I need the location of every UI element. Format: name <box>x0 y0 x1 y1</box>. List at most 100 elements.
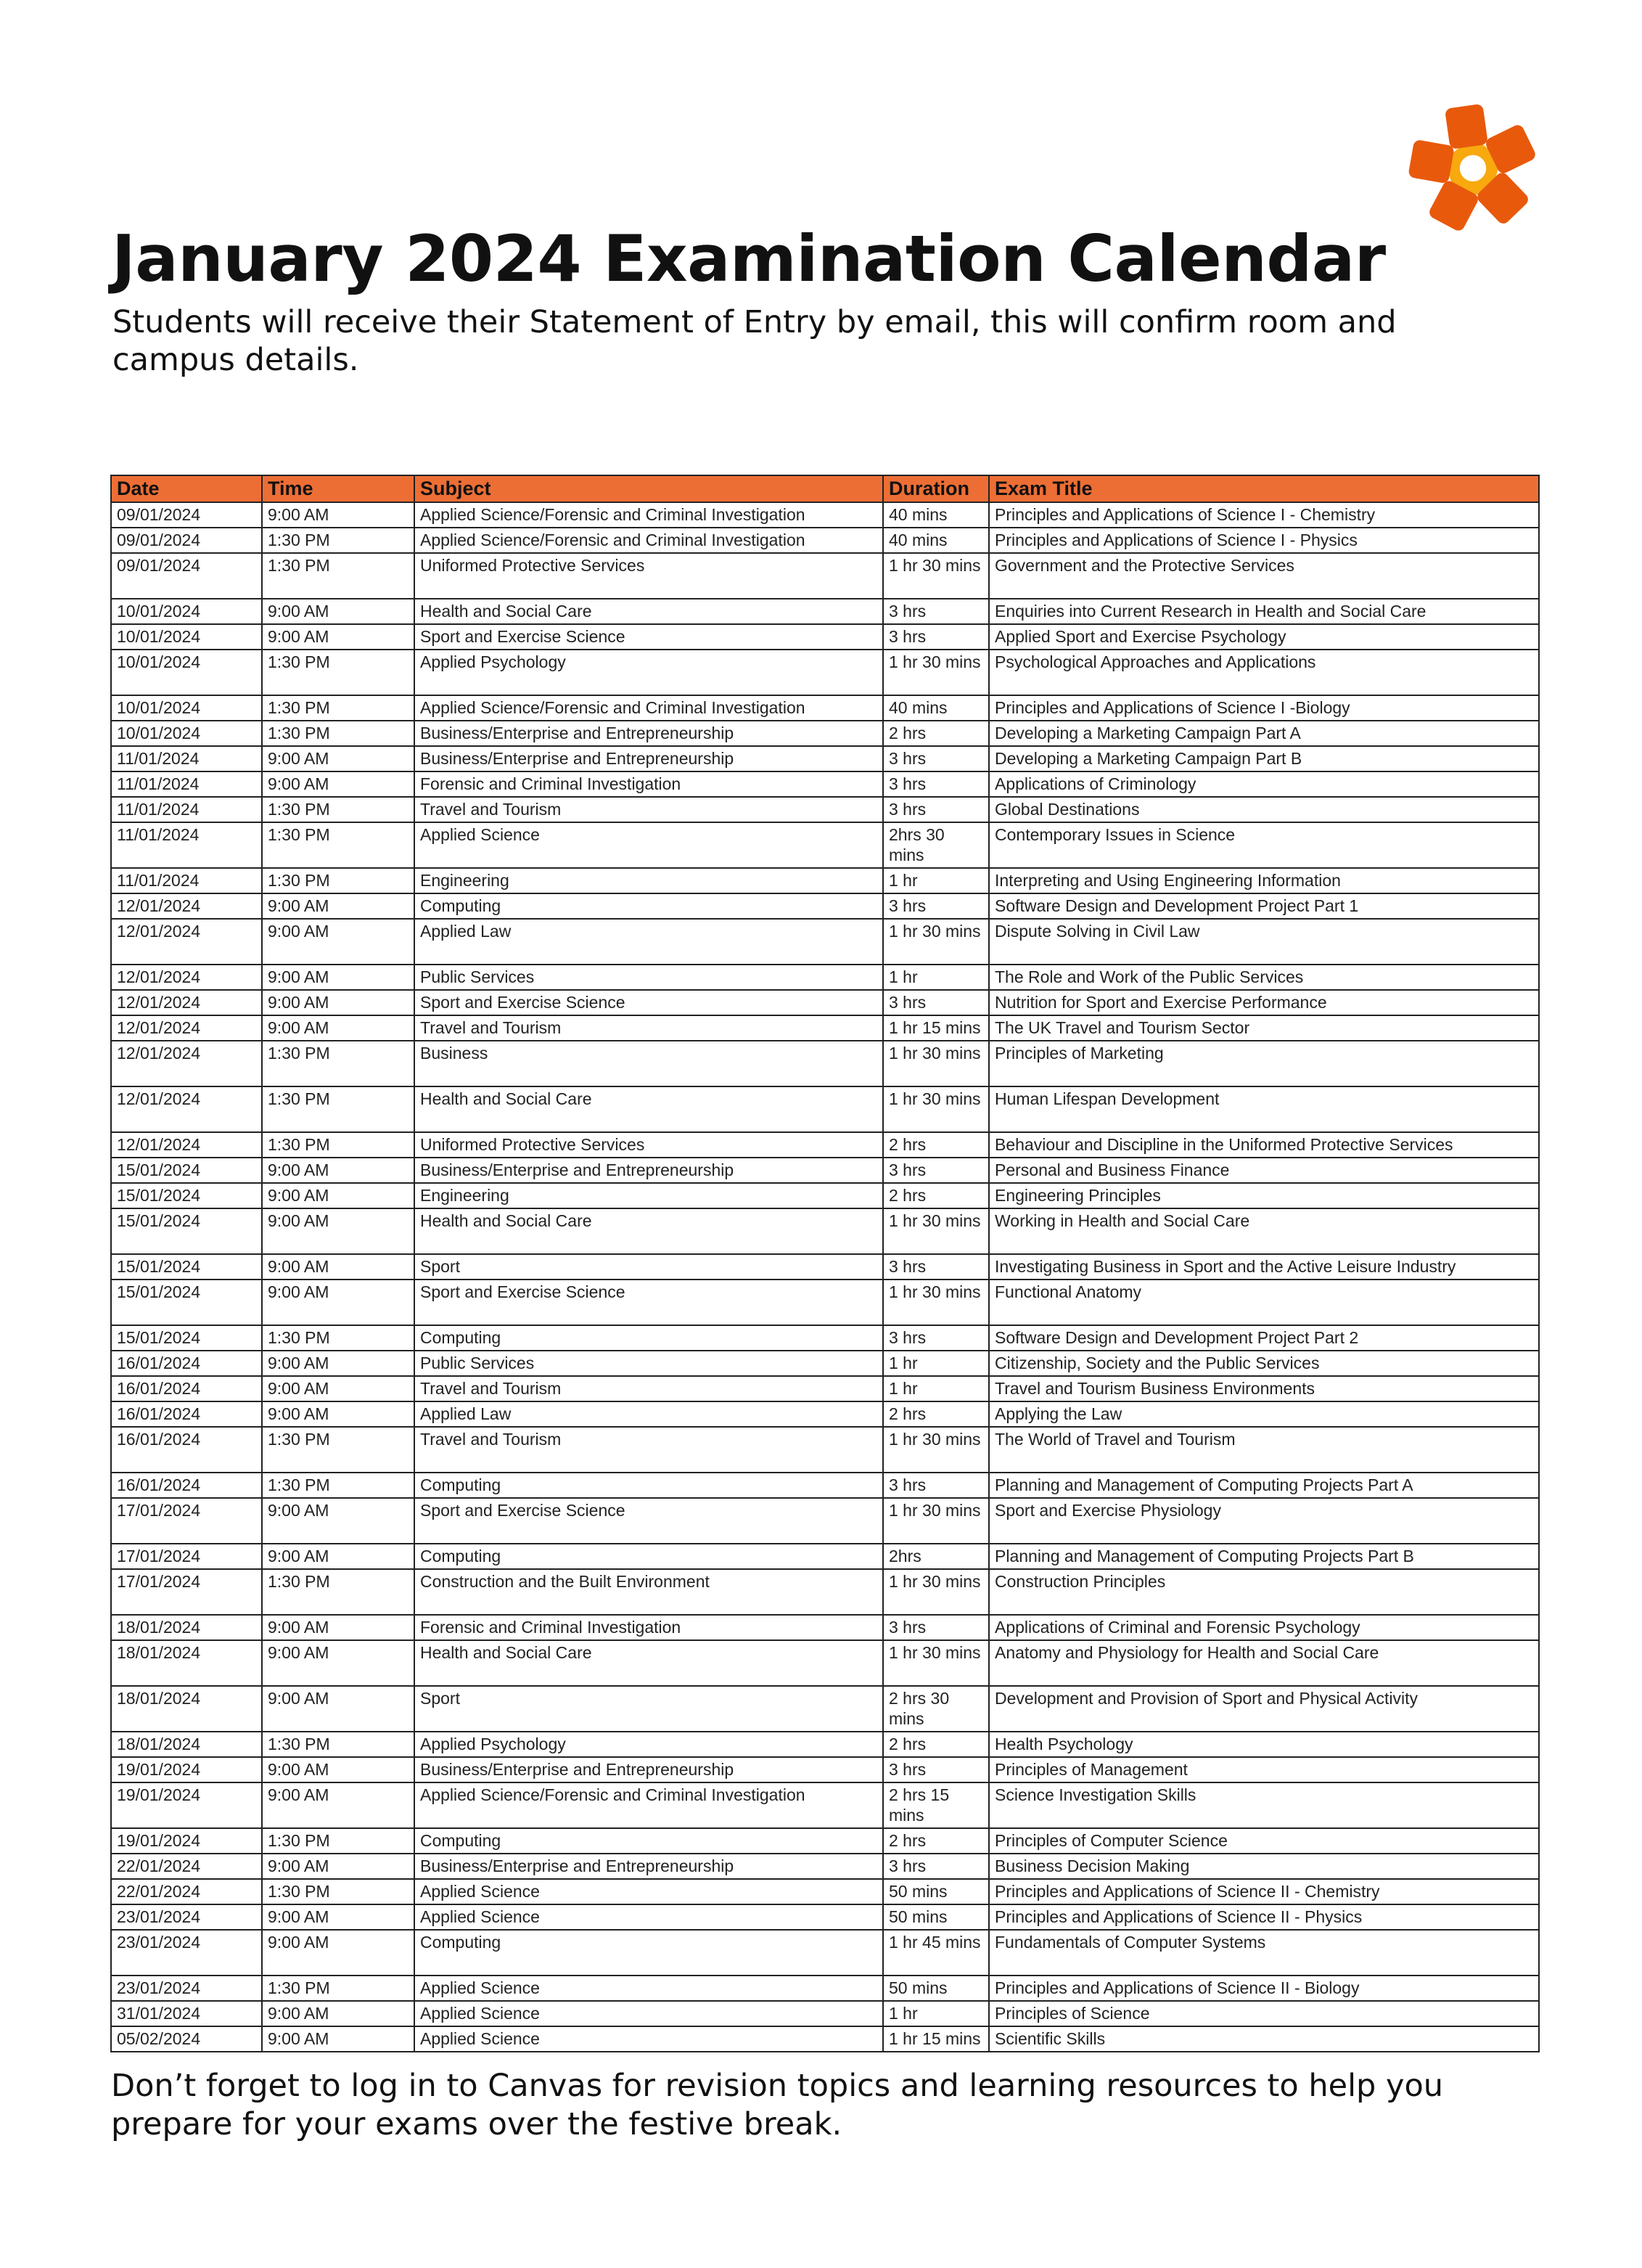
cell-subject: Sport and Exercise Science <box>414 1279 884 1326</box>
cell-subject: Applied Science <box>414 2026 884 2052</box>
cell-duration: 3 hrs <box>882 623 990 650</box>
cell-exam-title: Developing a Marketing Campaign Part B <box>988 745 1540 772</box>
cell-time: 1:30 PM <box>261 1426 415 1473</box>
cell-date: 15/01/2024 <box>110 1253 263 1280</box>
cell-duration: 3 hrs <box>882 989 990 1016</box>
cell-subject: Travel and Tourism <box>414 1426 884 1473</box>
cell-duration: 1 hr 30 mins <box>882 918 990 965</box>
cell-exam-title: Sport and Exercise Physiology <box>988 1497 1540 1544</box>
cell-time: 9:00 AM <box>261 623 415 650</box>
cell-exam-title: The UK Travel and Tourism Sector <box>988 1015 1540 1041</box>
table-row: 16/01/2024 9:00 AM Public Services 1 hr Citi… <box>110 1350 1540 1377</box>
cell-subject: Uniformed Protective Services <box>414 552 884 599</box>
table-row: 23/01/2024 9:00 AM Applied Science 50 mins P… <box>110 1904 1540 1931</box>
cell-date: 09/01/2024 <box>110 527 263 554</box>
cell-exam-title: Interpreting and Using Engineering Infor… <box>988 867 1540 894</box>
cell-date: 12/01/2024 <box>110 1015 263 1041</box>
cell-subject: Sport <box>414 1253 884 1280</box>
table-row: 18/01/2024 9:00 AM Forensic and Criminal I… <box>110 1614 1540 1641</box>
cell-duration: 40 mins <box>882 527 990 554</box>
cell-duration: 2 hrs <box>882 1827 990 1854</box>
cell-exam-title: Applications of Criminology <box>988 771 1540 798</box>
cell-exam-title: Business Decision Making <box>988 1853 1540 1880</box>
cell-time: 1:30 PM <box>261 1827 415 1854</box>
cell-exam-title: Applied Sport and Exercise Psychology <box>988 623 1540 650</box>
cell-duration: 3 hrs <box>882 1253 990 1280</box>
cell-exam-title: Global Destinations <box>988 796 1540 823</box>
cell-exam-title: Health Psychology <box>988 1731 1540 1758</box>
cell-exam-title: Principles of Marketing <box>988 1040 1540 1087</box>
cell-subject: Business/Enterprise and Entrepreneurship <box>414 1853 884 1880</box>
cell-duration: 1 hr 15 mins <box>882 2026 990 2052</box>
cell-duration: 40 mins <box>882 695 990 721</box>
cell-exam-title: Scientific Skills <box>988 2026 1540 2052</box>
cell-duration: 3 hrs <box>882 1472 990 1499</box>
cell-subject: Applied Science <box>414 1904 884 1931</box>
header-date: Date <box>110 475 263 503</box>
table-row: 23/01/2024 9:00 AM Computing 1 hr 45 mins Fu… <box>110 1929 1540 1976</box>
table-row: 15/01/2024 1:30 PM Computing 3 hrs Software … <box>110 1325 1540 1351</box>
cell-date: 16/01/2024 <box>110 1350 263 1377</box>
cell-time: 9:00 AM <box>261 2026 415 2052</box>
cell-date: 22/01/2024 <box>110 1878 263 1905</box>
cell-subject: Applied Law <box>414 918 884 965</box>
cell-exam-title: Functional Anatomy <box>988 1279 1540 1326</box>
cell-date: 23/01/2024 <box>110 1904 263 1931</box>
cell-subject: Business <box>414 1040 884 1087</box>
table-row: 12/01/2024 9:00 AM Travel and Tourism 1 hr … <box>110 1015 1540 1041</box>
cell-time: 1:30 PM <box>261 1040 415 1087</box>
cell-subject: Engineering <box>414 1182 884 1209</box>
cell-subject: Applied Science <box>414 1975 884 2002</box>
cell-duration: 3 hrs <box>882 1157 990 1184</box>
cell-duration: 3 hrs <box>882 1614 990 1641</box>
page-title: January 2024 Examination Calendar <box>112 221 1386 296</box>
cell-duration: 1 hr <box>882 1375 990 1402</box>
cell-time: 9:00 AM <box>261 918 415 965</box>
cell-time: 9:00 AM <box>261 1015 415 1041</box>
cell-time: 9:00 AM <box>261 1853 415 1880</box>
cell-duration: 2 hrs <box>882 1401 990 1428</box>
cell-duration: 2hrs <box>882 1543 990 1570</box>
table-row: 22/01/2024 9:00 AM Business/Enterprise and… <box>110 1853 1540 1880</box>
cell-exam-title: Development and Provision of Sport and P… <box>988 1685 1540 1732</box>
cell-subject: Computing <box>414 1929 884 1976</box>
cell-subject: Business/Enterprise and Entrepreneurship <box>414 1157 884 1184</box>
cell-date: 17/01/2024 <box>110 1543 263 1570</box>
cell-subject: Sport and Exercise Science <box>414 1497 884 1544</box>
cell-date: 23/01/2024 <box>110 1929 263 1976</box>
cell-date: 12/01/2024 <box>110 893 263 920</box>
cell-exam-title: Principles of Computer Science <box>988 1827 1540 1854</box>
cell-date: 18/01/2024 <box>110 1614 263 1641</box>
cell-date: 18/01/2024 <box>110 1731 263 1758</box>
cell-subject: Public Services <box>414 1350 884 1377</box>
cell-date: 16/01/2024 <box>110 1472 263 1499</box>
cell-exam-title: Personal and Business Finance <box>988 1157 1540 1184</box>
cell-duration: 2 hrs <box>882 720 990 747</box>
cell-exam-title: Dispute Solving in Civil Law <box>988 918 1540 965</box>
cell-time: 1:30 PM <box>261 1975 415 2002</box>
cell-time: 1:30 PM <box>261 1568 415 1616</box>
cell-subject: Health and Social Care <box>414 1086 884 1133</box>
cell-exam-title: Principles and Applications of Science I… <box>988 1878 1540 1905</box>
cell-date: 19/01/2024 <box>110 1756 263 1783</box>
table-row: 17/01/2024 1:30 PM Construction and the Bu… <box>110 1568 1540 1616</box>
cell-exam-title: Travel and Tourism Business Environments <box>988 1375 1540 1402</box>
cell-subject: Uniformed Protective Services <box>414 1131 884 1158</box>
table-row: 10/01/2024 9:00 AM Sport and Exercise Scie… <box>110 623 1540 650</box>
cell-exam-title: Principles and Applications of Science I… <box>988 1975 1540 2002</box>
table-row: 18/01/2024 1:30 PM Applied Psychology 2 hrs… <box>110 1731 1540 1758</box>
table-row: 11/01/2024 1:30 PM Applied Science 2hrs 30 … <box>110 822 1540 869</box>
cell-duration: 3 hrs <box>882 771 990 798</box>
cell-time: 1:30 PM <box>261 1731 415 1758</box>
cell-subject: Construction and the Built Environment <box>414 1568 884 1616</box>
cell-date: 10/01/2024 <box>110 649 263 696</box>
cell-time: 9:00 AM <box>261 1543 415 1570</box>
cell-duration: 2 hrs 15 mins <box>882 1782 990 1829</box>
cell-time: 9:00 AM <box>261 771 415 798</box>
cell-duration: 1 hr 30 mins <box>882 1086 990 1133</box>
table-row: 05/02/2024 9:00 AM Applied Science 1 hr 15 … <box>110 2026 1540 2052</box>
cell-date: 11/01/2024 <box>110 867 263 894</box>
cell-subject: Applied Science <box>414 822 884 869</box>
cell-exam-title: Principles and Applications of Science I… <box>988 1904 1540 1931</box>
cell-duration: 50 mins <box>882 1975 990 2002</box>
